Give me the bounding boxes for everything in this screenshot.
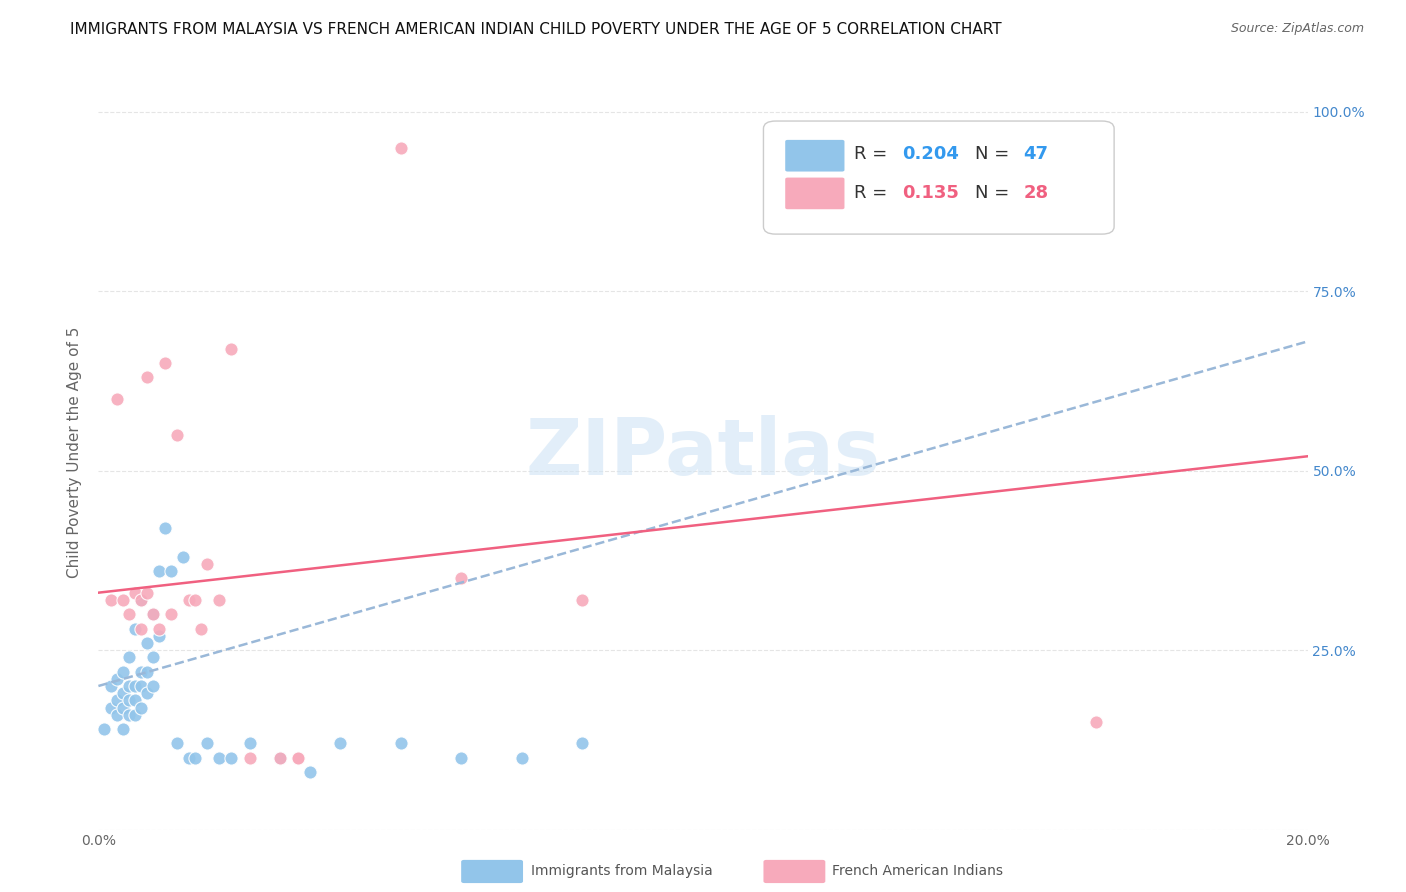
Point: [129, 592, 152, 607]
Point: [221, 342, 243, 356]
Point: [148, 629, 170, 643]
Text: 0.204: 0.204: [903, 145, 959, 163]
Point: [93, 722, 115, 736]
Point: [571, 736, 593, 750]
Point: [190, 622, 212, 636]
Text: French American Indians: French American Indians: [832, 864, 1004, 879]
Point: [118, 707, 141, 722]
Point: [111, 700, 134, 714]
Point: [142, 650, 165, 665]
Point: [269, 751, 291, 765]
Point: [142, 607, 165, 622]
Point: [111, 722, 134, 736]
Point: [118, 693, 141, 707]
Point: [208, 751, 231, 765]
Point: [153, 521, 176, 535]
Point: [105, 707, 128, 722]
Point: [329, 736, 352, 750]
Point: [129, 700, 152, 714]
Point: [148, 564, 170, 578]
Point: [100, 592, 122, 607]
Point: [1085, 714, 1108, 729]
Point: [105, 693, 128, 707]
Point: [142, 607, 165, 622]
Point: [239, 751, 262, 765]
Point: [118, 607, 141, 622]
Text: ZIPatlas: ZIPatlas: [526, 415, 880, 491]
Point: [389, 140, 412, 154]
Point: [287, 751, 309, 765]
Text: R =: R =: [855, 184, 893, 202]
Point: [129, 665, 152, 679]
Text: R =: R =: [855, 145, 893, 163]
Point: [184, 592, 207, 607]
Text: N =: N =: [976, 145, 1015, 163]
Text: Source: ZipAtlas.com: Source: ZipAtlas.com: [1230, 22, 1364, 36]
FancyBboxPatch shape: [763, 121, 1114, 234]
Point: [389, 736, 412, 750]
Point: [105, 392, 128, 406]
Point: [129, 679, 152, 693]
Point: [172, 549, 194, 564]
Y-axis label: Child Poverty Under the Age of 5: Child Poverty Under the Age of 5: [67, 327, 83, 578]
Point: [111, 592, 134, 607]
Point: [100, 700, 122, 714]
Point: [135, 370, 157, 384]
Point: [124, 585, 146, 599]
Point: [166, 427, 188, 442]
Point: [287, 751, 309, 765]
Point: [118, 679, 141, 693]
Point: [142, 679, 165, 693]
Point: [450, 571, 472, 585]
Point: [100, 679, 122, 693]
Point: [129, 592, 152, 607]
Point: [221, 751, 243, 765]
Text: 28: 28: [1024, 184, 1049, 202]
Point: [269, 751, 291, 765]
Point: [239, 736, 262, 750]
Point: [124, 693, 146, 707]
Point: [208, 592, 231, 607]
Point: [153, 356, 176, 370]
Text: Immigrants from Malaysia: Immigrants from Malaysia: [531, 864, 713, 879]
Text: N =: N =: [976, 184, 1015, 202]
Point: [124, 622, 146, 636]
Text: 0.135: 0.135: [903, 184, 959, 202]
Point: [510, 751, 533, 765]
Point: [148, 622, 170, 636]
Point: [135, 665, 157, 679]
Point: [135, 686, 157, 700]
Point: [299, 765, 322, 780]
Point: [135, 585, 157, 599]
Text: IMMIGRANTS FROM MALAYSIA VS FRENCH AMERICAN INDIAN CHILD POVERTY UNDER THE AGE O: IMMIGRANTS FROM MALAYSIA VS FRENCH AMERI…: [70, 22, 1002, 37]
Point: [135, 636, 157, 650]
Point: [124, 679, 146, 693]
Point: [111, 665, 134, 679]
Point: [184, 751, 207, 765]
Point: [129, 622, 152, 636]
Point: [111, 686, 134, 700]
Point: [195, 736, 218, 750]
Point: [571, 592, 593, 607]
Point: [160, 607, 183, 622]
FancyBboxPatch shape: [785, 140, 845, 171]
Point: [118, 650, 141, 665]
Point: [450, 751, 472, 765]
Point: [179, 751, 201, 765]
Point: [166, 736, 188, 750]
Point: [124, 707, 146, 722]
FancyBboxPatch shape: [785, 178, 845, 210]
Point: [195, 557, 218, 571]
Point: [160, 564, 183, 578]
Text: 47: 47: [1024, 145, 1049, 163]
Point: [179, 592, 201, 607]
Point: [105, 672, 128, 686]
